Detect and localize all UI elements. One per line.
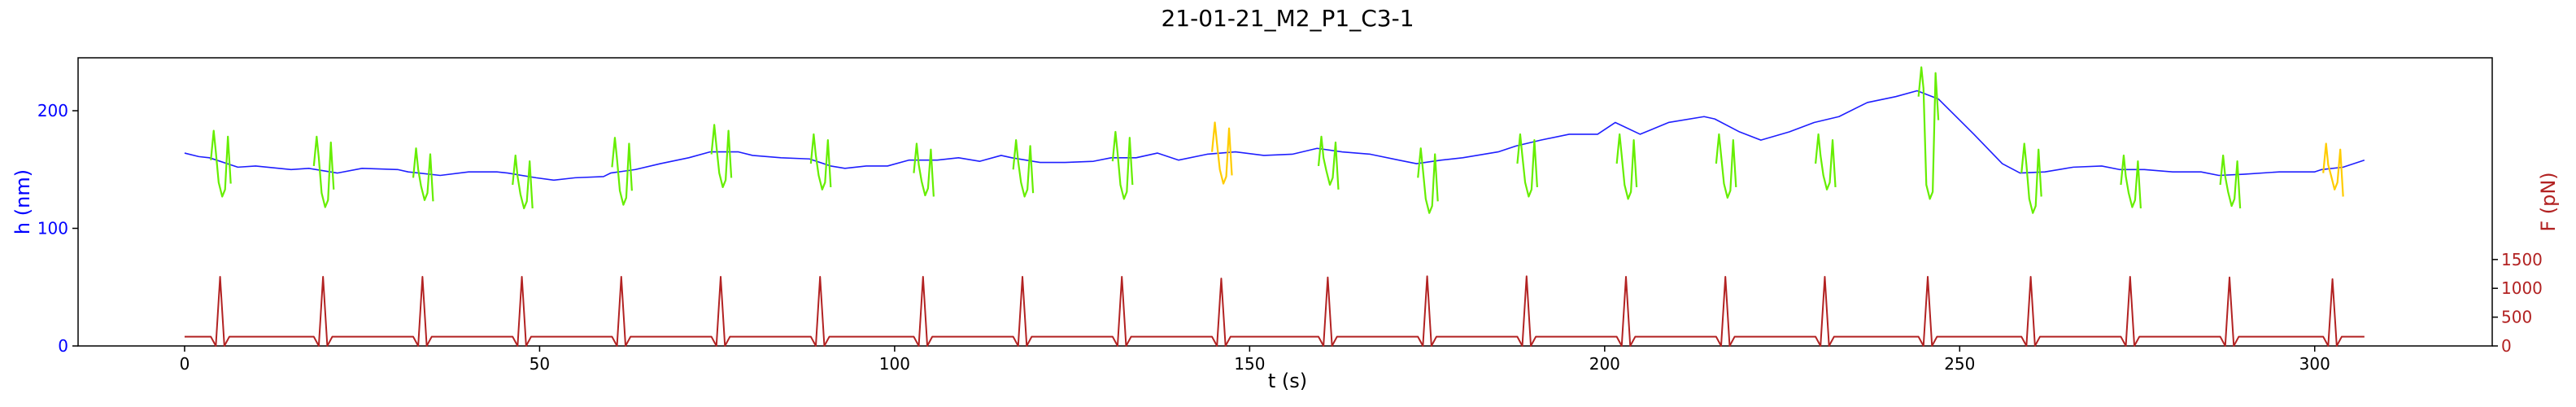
h-indent-segment	[1317, 135, 1340, 190]
h-indent-segment	[2020, 142, 2042, 214]
axes-layer: 0 50 100 150 200 250 300 0 100 200 0 500 1000 1500	[37, 101, 2543, 374]
h-indent-segment	[1615, 133, 1638, 200]
y-right-tick-label: 500	[2501, 308, 2532, 327]
series-layer	[184, 66, 2365, 347]
h-indent-segment	[1516, 133, 1538, 198]
x-tick-label: 200	[1589, 354, 1620, 374]
h-indent-segment	[913, 142, 935, 197]
y-right-tick-label: 1500	[2501, 250, 2543, 269]
y-left-tick-label: 100	[37, 219, 68, 239]
plot-frame	[77, 57, 2493, 347]
h-indent-segment	[809, 133, 832, 190]
h-indent-segment	[1012, 139, 1035, 198]
y-left-tick-label: 0	[58, 336, 68, 356]
h-indent-segment	[1814, 133, 1837, 190]
h-indent-segment	[412, 147, 434, 202]
h-indent-segment	[512, 154, 534, 210]
h-indent-segment	[1917, 66, 1940, 200]
x-tick-label: 100	[879, 354, 910, 374]
h-indent-segment	[2322, 142, 2344, 197]
x-tick-label: 0	[180, 354, 190, 374]
h-indent-segment	[2120, 154, 2142, 209]
h-indent-segment	[611, 137, 633, 206]
h-indent-segment	[1417, 147, 1439, 214]
chart-title: 21-01-21_M2_P1_C3-1	[1161, 5, 1414, 32]
h-baseline-series	[184, 90, 2365, 182]
x-axis-label: t (s)	[1268, 370, 1307, 392]
x-tick-label: 150	[1234, 354, 1265, 374]
h-indent-segment	[312, 135, 335, 208]
y-right-tick-label: 1000	[2501, 278, 2543, 298]
h-indent-segment	[210, 129, 232, 198]
x-tick-label: 300	[2299, 354, 2330, 374]
x-tick-label: 250	[1944, 354, 1975, 374]
y-axis-label-left: h (nm)	[11, 169, 34, 234]
y-right-tick-label: 0	[2501, 336, 2512, 356]
y-axis-label-right: F (pN)	[2537, 172, 2560, 231]
h-indent-segment	[2219, 154, 2242, 209]
h-indent-segment	[1210, 121, 1233, 185]
force-series	[184, 275, 2365, 347]
h-indent-segment	[1715, 133, 1737, 199]
y-left-tick-label: 200	[37, 101, 68, 120]
x-tick-label: 50	[530, 354, 550, 374]
h-indent-segment	[1111, 130, 1134, 200]
h-indent-segment	[710, 124, 733, 189]
